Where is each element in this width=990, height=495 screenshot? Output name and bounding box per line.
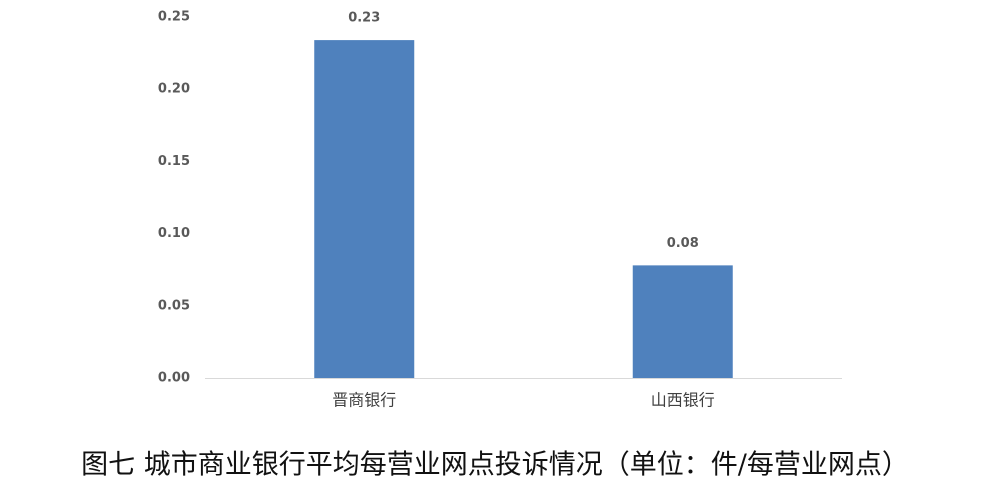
bar [632, 265, 733, 378]
y-tick-label: 0.05 [158, 298, 190, 313]
y-tick-label: 0.00 [158, 371, 190, 386]
x-tick-label: 山西银行 [651, 391, 715, 410]
x-tick-label: 晋商银行 [332, 391, 396, 410]
y-tick-label: 0.25 [158, 10, 190, 25]
y-tick-label: 0.15 [158, 154, 190, 169]
value-label: 0.23 [348, 11, 380, 26]
chart-title: 图七 城市商业银行平均每营业网点投诉情况（单位：件/每营业网点） [81, 450, 909, 481]
y-tick-label: 0.10 [158, 226, 190, 241]
y-tick-label: 0.20 [158, 82, 190, 97]
bar [314, 40, 415, 378]
value-label: 0.08 [667, 236, 699, 251]
